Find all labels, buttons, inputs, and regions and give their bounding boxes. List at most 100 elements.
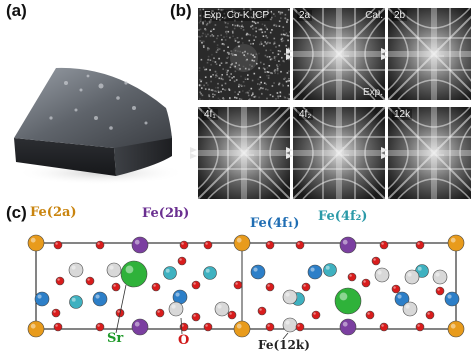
atom-fe4f1 [251, 265, 265, 279]
label-fe2a: Fe(2a) [30, 205, 77, 220]
label-fe2b: Fe(2b) [142, 206, 189, 221]
atom-o [392, 285, 400, 293]
label-o: O [178, 333, 189, 348]
atom-fe2a-highlight [31, 324, 36, 329]
label-sr: Sr [107, 331, 123, 346]
exp-label: Exp. [363, 87, 383, 98]
atom-o-highlight [181, 242, 183, 244]
atom-o [96, 241, 104, 249]
atom-o-highlight [153, 284, 155, 286]
tile-label: 4f₁ [202, 109, 218, 120]
tile-4f1: 4f₁ [198, 107, 290, 199]
arrow-marker [381, 54, 388, 60]
atom-o [96, 323, 104, 331]
atom-fe2b [340, 319, 356, 335]
atom-o [258, 307, 266, 315]
atom-fe12k-highlight [217, 304, 221, 308]
atom-o [266, 323, 274, 331]
atom-o-highlight [349, 274, 351, 276]
atom-o-highlight [55, 242, 57, 244]
atom-o-highlight [113, 284, 115, 286]
atom-fe12k [403, 302, 417, 316]
atom-o-highlight [303, 284, 305, 286]
atom-fe4f1-highlight [310, 267, 314, 271]
tile-label: 2b [392, 10, 407, 21]
atom-fe12k [215, 302, 229, 316]
tile-2b: 2b [388, 8, 471, 100]
atom-o-highlight [381, 324, 383, 326]
label-fe12k: Fe(12k) [258, 338, 310, 352]
atom-fe4f2-highlight [326, 266, 330, 270]
atom-fe12k-highlight [405, 304, 409, 308]
atom-o [56, 277, 64, 285]
atom-o [156, 309, 164, 317]
atom-fe12k-highlight [285, 292, 289, 296]
atom-o [348, 273, 356, 281]
arrow-marker [190, 153, 197, 159]
atom-fe2b-highlight [135, 240, 140, 245]
atom-o [436, 287, 444, 295]
atom-fe12k-highlight [407, 272, 411, 276]
atom-fe2a [448, 321, 464, 337]
atom-o-highlight [267, 324, 269, 326]
atom-fe12k [283, 290, 297, 304]
atom-o [204, 323, 212, 331]
tile-4f2: 4f₂ [293, 107, 385, 199]
atom-o-highlight [381, 242, 383, 244]
atom-fe2a [234, 321, 250, 337]
atom-fe2a [448, 235, 464, 251]
atom-o [416, 241, 424, 249]
tile-label: Exp. Co-K ICP [202, 10, 271, 21]
atom-fe4f1 [93, 292, 107, 306]
atom-o [228, 311, 236, 319]
atom-o-highlight [53, 310, 55, 312]
atom-fe12k [283, 318, 297, 332]
atom-fe12k-highlight [171, 304, 175, 308]
atom-o-highlight [193, 314, 195, 316]
atom-fe4f2-highlight [206, 269, 210, 273]
atom-fe2a [28, 235, 44, 251]
atom-o [204, 241, 212, 249]
atom-fe12k [433, 270, 447, 284]
atom-o-highlight [267, 242, 269, 244]
atom-fe12k-highlight [285, 320, 289, 324]
atom-o-highlight [193, 282, 195, 284]
atom-fe12k-highlight [435, 272, 439, 276]
atom-fe4f1 [308, 265, 322, 279]
atom-o [362, 279, 370, 287]
atom-o-highlight [235, 282, 237, 284]
atom-fe4f2-highlight [72, 298, 76, 302]
cal-label: Cal. [365, 10, 383, 21]
atom-o-highlight [393, 286, 395, 288]
atom-o [112, 283, 120, 291]
atom-o [54, 323, 62, 331]
atom-fe2a-highlight [451, 238, 456, 243]
atom-o [380, 323, 388, 331]
atom-fe4f1-highlight [397, 294, 401, 298]
atom-fe12k [107, 263, 121, 277]
atom-o-highlight [55, 324, 57, 326]
atom-o [192, 281, 200, 289]
tile-12k: 12k [388, 107, 471, 199]
atom-o-highlight [117, 310, 119, 312]
atom-fe2b-highlight [343, 240, 348, 245]
atom-o-highlight [313, 312, 315, 314]
atom-o [372, 257, 380, 265]
atom-fe2b-highlight [343, 322, 348, 327]
crystal-structure: Fe(2a) Fe(2b) Fe(4f₁) Fe(4f₂) Sr O Fe(12… [0, 215, 471, 349]
atom-o-highlight [297, 324, 299, 326]
atom-fe4f1-highlight [95, 294, 99, 298]
atom-fe12k [405, 270, 419, 284]
label-fe4f1: Fe(4f₁) [250, 216, 299, 231]
atom-fe12k-highlight [71, 265, 75, 269]
atom-o-highlight [205, 242, 207, 244]
atom-sr [335, 288, 361, 314]
atom-fe2a [28, 321, 44, 337]
atom-o-highlight [427, 312, 429, 314]
atom-o [380, 241, 388, 249]
atom-o [234, 281, 242, 289]
sample-photo [6, 38, 178, 188]
atom-fe4f1 [445, 292, 459, 306]
atom-fe12k [69, 263, 83, 277]
atom-o-highlight [267, 284, 269, 286]
